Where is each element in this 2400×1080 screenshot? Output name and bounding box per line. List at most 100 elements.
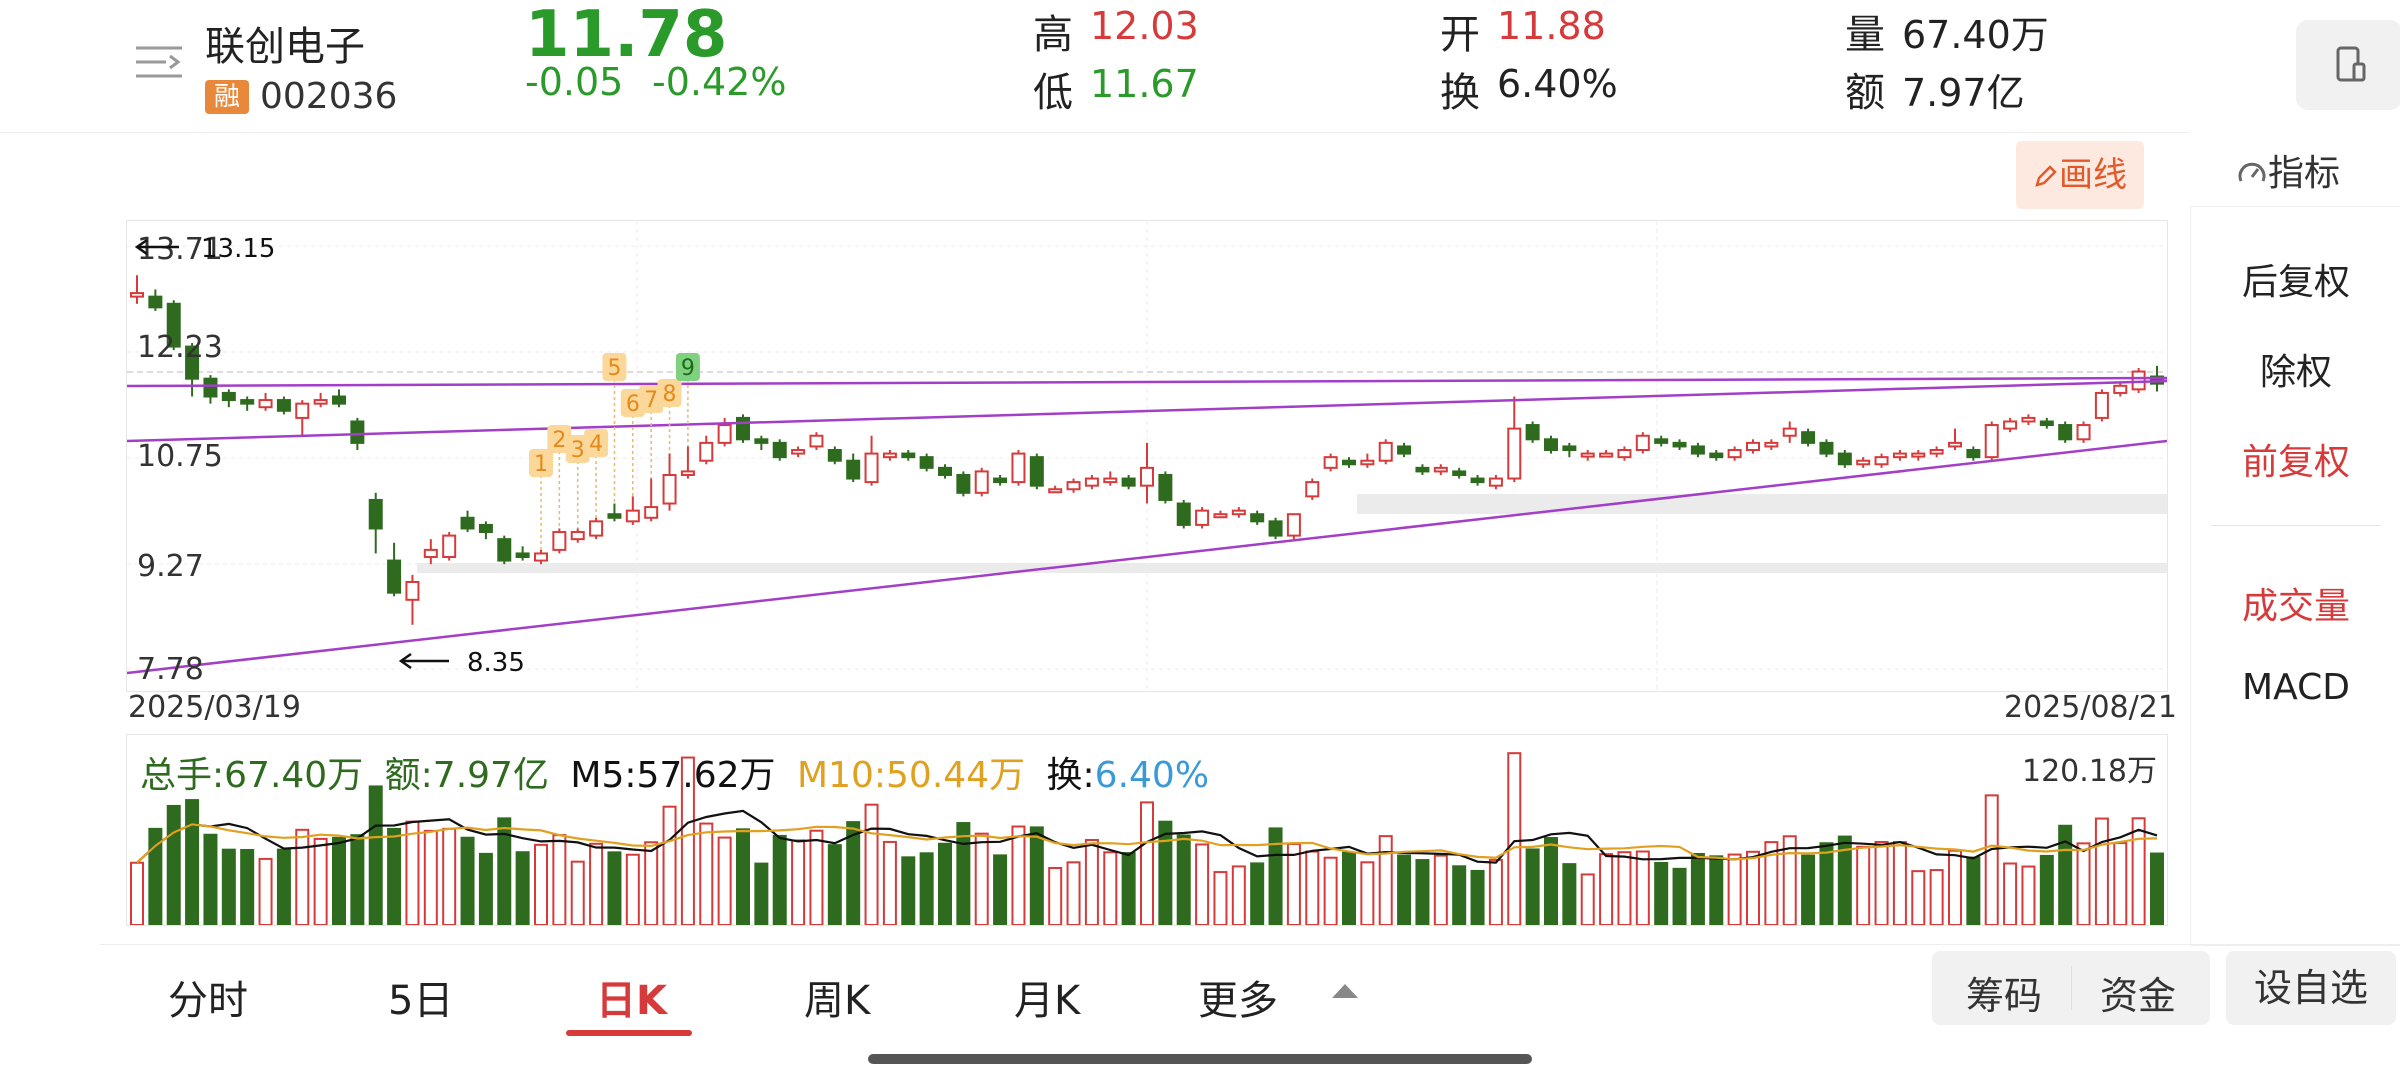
volume-bar	[1562, 863, 1577, 925]
candle	[1819, 439, 1834, 458]
volume-bar	[699, 822, 714, 925]
volume-bar	[736, 828, 750, 925]
candle	[938, 464, 952, 479]
volume-bar	[938, 842, 952, 925]
indicator-button[interactable]: 指标	[2236, 144, 2340, 196]
side-item-forward-adjust[interactable]: 前复权	[2241, 442, 2350, 483]
volume-bar	[1819, 842, 1834, 925]
y-label-4: 7.78	[137, 652, 204, 687]
volume-bar	[1856, 845, 1871, 925]
volume-chart[interactable]	[126, 734, 2168, 926]
start-date: 2025/03/19	[128, 690, 301, 725]
volume-bar	[791, 839, 806, 925]
tab-5day[interactable]: 5日	[388, 978, 454, 1024]
high-annotation: 13.15	[134, 234, 275, 264]
candle	[1709, 450, 1724, 461]
low-note: 8.35	[467, 648, 525, 678]
candle	[2113, 382, 2128, 397]
rotate-screen-button[interactable]	[2296, 20, 2400, 110]
nine-mark: 4	[584, 429, 609, 518]
caret-up-icon[interactable]	[1332, 984, 1358, 998]
draw-line-button[interactable]: 画线	[2016, 141, 2144, 209]
side-item-volume[interactable]: 成交量	[2241, 586, 2350, 627]
candle	[221, 389, 236, 408]
tab-intraday[interactable]: 分时	[168, 978, 248, 1024]
side-item-backward-adjust[interactable]: 后复权	[2241, 262, 2350, 303]
volume-bar	[680, 756, 695, 925]
volume-bar	[1231, 865, 1246, 925]
volume-bar	[1195, 843, 1210, 925]
volume-max-label: 120.18万	[2022, 754, 2157, 789]
tab-monthly-k[interactable]: 月K	[1014, 978, 1081, 1024]
candle	[1892, 450, 1907, 461]
funds-button[interactable]: 资金	[2100, 974, 2177, 1018]
volume-bar	[130, 861, 144, 925]
candle	[1158, 471, 1173, 504]
tab-daily-k[interactable]: 日K	[596, 978, 667, 1024]
candle	[956, 471, 971, 497]
side-item-ex-rights[interactable]: 除权	[2259, 352, 2332, 393]
add-favorite-button[interactable]: 设自选	[2226, 951, 2396, 1025]
total-amount: 额:7.97亿	[384, 755, 549, 796]
candle	[1690, 442, 1705, 458]
candle	[607, 503, 622, 522]
candle	[1140, 442, 1154, 504]
volume-bar	[332, 836, 346, 925]
candle	[699, 435, 714, 465]
volume-bar	[993, 854, 1008, 925]
volume-bar	[1011, 825, 1026, 925]
volume-bar	[1966, 856, 1981, 925]
candle	[2094, 389, 2109, 422]
amount-value: 7.97亿	[1902, 71, 2025, 115]
candle	[772, 439, 787, 461]
candle	[882, 450, 897, 461]
volume-bar	[956, 822, 971, 925]
volume-bar	[534, 843, 548, 925]
volume-bar	[405, 820, 420, 925]
tab-more[interactable]: 更多	[1198, 978, 1278, 1024]
nine-mark: 7	[639, 385, 664, 479]
candle	[1213, 510, 1228, 519]
menu-icon[interactable]	[136, 42, 182, 82]
volume-bar	[589, 842, 604, 925]
candle	[240, 396, 255, 411]
chips-button[interactable]: 筹码	[1966, 974, 2043, 1018]
candle	[680, 446, 695, 479]
turnover-value: 6.40%	[1497, 62, 1618, 106]
tab-weekly-k[interactable]: 周K	[804, 978, 871, 1024]
candle	[919, 453, 934, 472]
volume-bar	[1635, 850, 1650, 925]
volume-bar	[662, 805, 677, 925]
volume-bar	[1470, 869, 1485, 925]
candle	[534, 549, 548, 565]
volume-bar	[1929, 869, 1944, 925]
adjust-panel: 后复权 除权 前复权 成交量 MACD	[2190, 206, 2400, 946]
volume-bar	[515, 851, 530, 925]
current-price: 11.78	[525, 0, 728, 72]
candle	[827, 446, 842, 465]
nine-mark-label: 1	[534, 452, 548, 477]
volume-bar	[2076, 842, 2091, 925]
candle	[1268, 517, 1283, 540]
y-label-2: 10.75	[137, 439, 223, 474]
volume-bar	[1140, 801, 1154, 925]
candle	[1195, 507, 1210, 529]
volume-bar	[1103, 851, 1118, 925]
candle	[478, 521, 493, 540]
candle	[1011, 450, 1026, 486]
volume-bar	[1048, 866, 1063, 925]
side-item-macd[interactable]: MACD	[2242, 667, 2350, 708]
candle	[1764, 439, 1779, 451]
nine-mark: 2	[547, 425, 572, 529]
candle	[1617, 446, 1632, 461]
high-value: 12.03	[1090, 4, 1199, 48]
trend-line-middle	[127, 379, 2167, 443]
candle	[1470, 474, 1485, 486]
volume-bar	[1121, 852, 1136, 925]
volume-bar	[276, 848, 291, 925]
volume-bar	[1286, 843, 1301, 925]
candle	[736, 414, 750, 443]
volume-bar	[1617, 851, 1632, 925]
volume-bar	[1837, 835, 1852, 925]
